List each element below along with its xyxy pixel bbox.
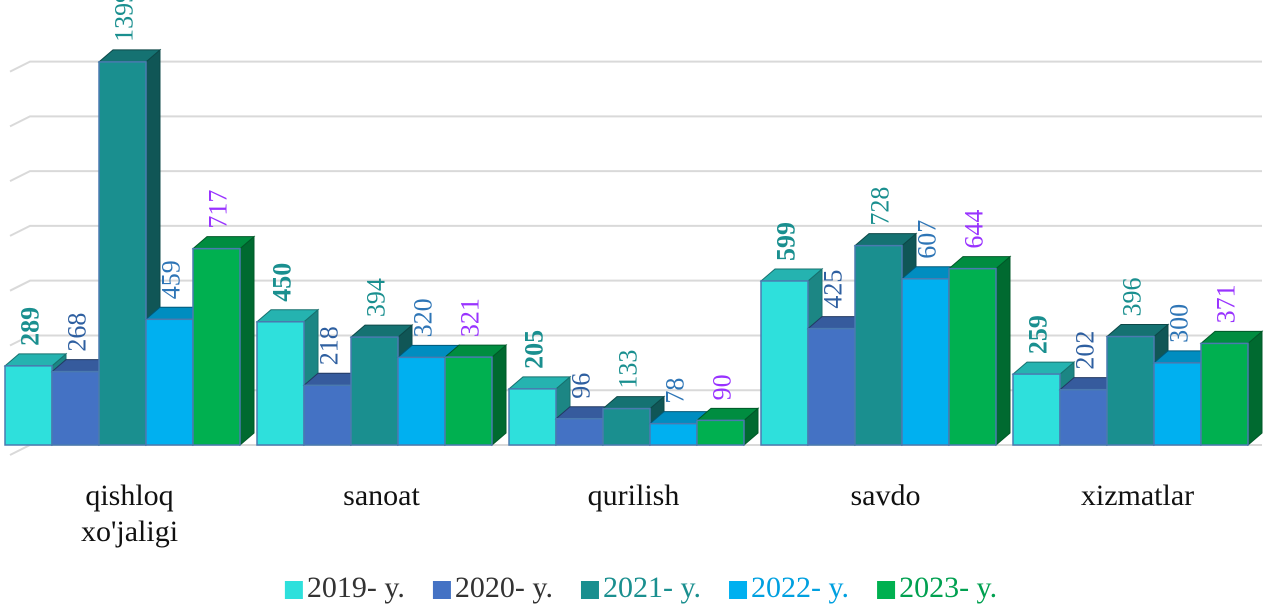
x-tick-label: qurilish — [588, 479, 680, 512]
bar-front — [807, 327, 856, 446]
x-tick-label-line: qishloq — [85, 479, 173, 512]
bar-front — [145, 318, 194, 446]
bar-front — [4, 365, 53, 446]
bar-front — [98, 61, 147, 446]
bar-front — [760, 280, 809, 446]
bar-front — [1106, 335, 1155, 446]
data-label: 259 — [1023, 315, 1052, 354]
bar-side — [1247, 330, 1263, 447]
bar-side — [239, 235, 255, 447]
bar — [443, 344, 508, 447]
bar-side — [491, 344, 507, 447]
legend-swatch — [284, 581, 303, 599]
data-label: 425 — [818, 270, 847, 309]
data-label: 78 — [660, 378, 689, 404]
legend-swatch — [877, 581, 896, 599]
data-label: 300 — [1164, 304, 1193, 343]
grid-line — [9, 60, 1262, 73]
data-label: 450 — [267, 263, 296, 302]
data-label: 396 — [1117, 278, 1146, 317]
grid-line — [9, 279, 1262, 292]
bar-front — [555, 417, 604, 446]
bar-front — [649, 422, 698, 446]
bar-front — [901, 278, 950, 446]
legend-swatch — [432, 581, 451, 599]
legend-label: 2023- y. — [899, 571, 997, 604]
data-label: 268 — [62, 313, 91, 352]
bar-front — [1153, 362, 1202, 446]
grid-line — [9, 224, 1262, 237]
bar — [695, 407, 760, 447]
x-tick-label: xizmatlar — [1081, 479, 1194, 512]
bar-front — [1059, 388, 1108, 446]
data-label: 205 — [519, 330, 548, 369]
bar — [507, 375, 572, 447]
bar-front — [602, 407, 651, 446]
bar-front — [350, 336, 399, 446]
data-label: 728 — [865, 187, 894, 226]
bar-front — [1012, 373, 1061, 446]
bar-front — [51, 370, 100, 446]
grid-line — [9, 444, 1262, 456]
data-label: 133 — [613, 350, 642, 389]
x-tick-label: savdo — [851, 479, 921, 512]
bar — [947, 255, 1012, 447]
data-label: 320 — [408, 298, 437, 337]
grid-line — [9, 115, 1262, 128]
legend-label: 2019- y. — [307, 571, 405, 604]
legend-label: 2022- y. — [751, 571, 849, 604]
data-label: 371 — [1211, 284, 1240, 323]
data-label: 717 — [203, 190, 232, 229]
data-label: 394 — [361, 278, 390, 317]
data-label: 1399 — [109, 0, 138, 42]
data-label: 96 — [566, 373, 595, 399]
x-tick-label-line: xo'jaligi — [81, 515, 178, 548]
bar — [1199, 330, 1264, 447]
bar-front — [192, 247, 241, 446]
data-label: 90 — [707, 374, 736, 400]
x-tick-label: qishloq xo'jaligi — [81, 479, 178, 548]
data-label: 644 — [959, 210, 988, 249]
bar-front — [854, 244, 903, 446]
bar-front — [303, 384, 352, 446]
bar-front — [508, 388, 557, 446]
grid-line — [9, 170, 1262, 183]
data-label: 202 — [1070, 331, 1099, 370]
bar-front — [696, 419, 745, 446]
x-tick-label: sanoat — [343, 479, 420, 512]
data-label: 459 — [156, 260, 185, 299]
bar-side — [995, 255, 1011, 447]
data-label: 599 — [771, 222, 800, 261]
data-label: 321 — [455, 298, 484, 337]
data-label: 607 — [912, 220, 941, 259]
legend-swatch — [580, 581, 599, 599]
bar-front — [444, 356, 493, 446]
bar-front — [1200, 342, 1249, 446]
legend-label: 2021- y. — [603, 571, 701, 604]
bar-front — [948, 267, 997, 446]
bar-front — [256, 321, 305, 446]
data-label: 289 — [15, 307, 44, 346]
bar — [191, 235, 256, 447]
bar-front — [397, 356, 446, 446]
legend-label: 2020- y. — [455, 571, 553, 604]
legend-swatch — [729, 581, 748, 599]
data-label: 218 — [314, 326, 343, 365]
